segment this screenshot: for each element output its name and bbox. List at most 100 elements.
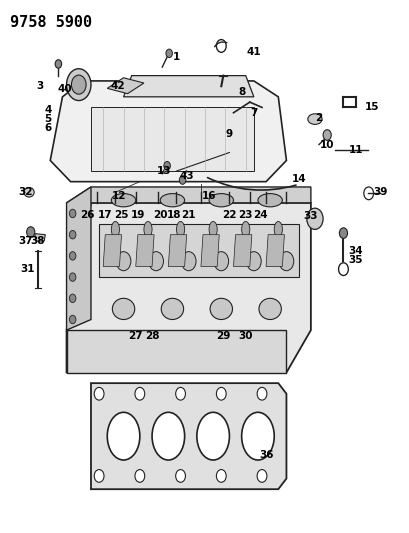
Polygon shape	[35, 233, 45, 241]
Ellipse shape	[274, 221, 282, 237]
Ellipse shape	[241, 413, 274, 460]
Ellipse shape	[209, 193, 233, 207]
Circle shape	[69, 316, 76, 324]
Polygon shape	[66, 330, 286, 373]
Text: 35: 35	[348, 255, 362, 265]
Ellipse shape	[209, 298, 232, 319]
Circle shape	[339, 228, 347, 238]
Text: 39: 39	[372, 187, 387, 197]
Ellipse shape	[196, 413, 229, 460]
Circle shape	[213, 252, 228, 271]
Text: 10: 10	[319, 140, 334, 150]
Circle shape	[279, 252, 293, 271]
Text: 42: 42	[110, 81, 124, 91]
Circle shape	[135, 470, 144, 482]
Text: 36: 36	[258, 450, 273, 460]
Text: 25: 25	[114, 209, 128, 220]
Text: 43: 43	[179, 172, 193, 181]
Ellipse shape	[257, 193, 282, 207]
Polygon shape	[66, 187, 91, 330]
Text: 21: 21	[181, 209, 196, 220]
Circle shape	[181, 252, 196, 271]
Text: 17: 17	[98, 209, 112, 220]
Text: 23: 23	[238, 209, 252, 220]
Polygon shape	[265, 235, 284, 266]
Text: 1: 1	[173, 52, 180, 62]
Text: 15: 15	[364, 102, 378, 112]
Polygon shape	[107, 78, 144, 94]
Circle shape	[94, 387, 104, 400]
Text: 8: 8	[238, 86, 245, 96]
Ellipse shape	[107, 413, 139, 460]
Polygon shape	[233, 235, 251, 266]
Circle shape	[69, 252, 76, 260]
Text: 9758 5900: 9758 5900	[9, 14, 92, 30]
Circle shape	[256, 387, 266, 400]
Polygon shape	[50, 81, 286, 182]
Text: 9: 9	[225, 129, 232, 139]
Text: 40: 40	[57, 84, 72, 94]
Text: 37: 37	[18, 236, 33, 246]
Circle shape	[175, 470, 185, 482]
Ellipse shape	[111, 193, 135, 207]
Ellipse shape	[307, 114, 321, 124]
Text: 41: 41	[246, 47, 261, 56]
Text: 3: 3	[36, 81, 44, 91]
Ellipse shape	[144, 221, 152, 237]
Circle shape	[179, 176, 185, 184]
Ellipse shape	[161, 298, 183, 319]
Polygon shape	[135, 235, 154, 266]
Circle shape	[27, 227, 35, 237]
Text: 30: 30	[238, 332, 252, 342]
Circle shape	[216, 470, 226, 482]
Text: 26: 26	[79, 209, 94, 220]
Text: 11: 11	[348, 145, 362, 155]
Polygon shape	[168, 235, 186, 266]
Circle shape	[71, 75, 86, 94]
Circle shape	[306, 208, 322, 229]
Circle shape	[69, 230, 76, 239]
Circle shape	[175, 387, 185, 400]
Circle shape	[216, 387, 226, 400]
Text: 29: 29	[216, 332, 230, 342]
Circle shape	[116, 252, 130, 271]
Circle shape	[69, 273, 76, 281]
Text: 12: 12	[112, 191, 126, 201]
Text: 32: 32	[18, 187, 33, 197]
Polygon shape	[91, 383, 286, 489]
Text: 16: 16	[201, 191, 216, 201]
Polygon shape	[103, 235, 121, 266]
Text: 22: 22	[222, 209, 236, 220]
Text: 19: 19	[130, 209, 145, 220]
Circle shape	[164, 161, 170, 170]
Text: 28: 28	[144, 332, 159, 342]
Ellipse shape	[160, 193, 184, 207]
Text: 4: 4	[45, 105, 52, 115]
Ellipse shape	[209, 221, 217, 237]
Circle shape	[166, 49, 172, 58]
Text: 18: 18	[167, 209, 181, 220]
Text: 38: 38	[31, 236, 45, 246]
Bar	[99, 224, 298, 277]
Ellipse shape	[176, 221, 184, 237]
Text: 14: 14	[291, 174, 305, 184]
Text: 2: 2	[315, 113, 322, 123]
Ellipse shape	[111, 221, 119, 237]
Text: 31: 31	[20, 264, 35, 274]
Text: 33: 33	[303, 211, 317, 221]
Ellipse shape	[241, 221, 249, 237]
Circle shape	[55, 60, 61, 68]
Polygon shape	[66, 203, 310, 373]
Text: 7: 7	[249, 108, 257, 118]
Polygon shape	[66, 187, 310, 203]
Circle shape	[69, 294, 76, 303]
Text: 5: 5	[45, 114, 52, 124]
Ellipse shape	[258, 298, 281, 319]
Text: 34: 34	[348, 246, 362, 256]
Circle shape	[148, 252, 163, 271]
Circle shape	[256, 470, 266, 482]
Ellipse shape	[24, 188, 34, 197]
Text: 13: 13	[157, 166, 171, 176]
Circle shape	[94, 470, 104, 482]
Ellipse shape	[152, 413, 184, 460]
